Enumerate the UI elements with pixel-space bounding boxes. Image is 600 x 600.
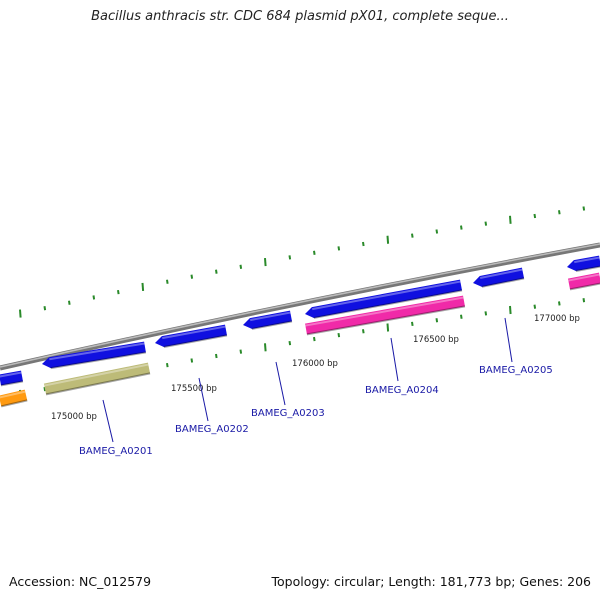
tick-mark [386, 323, 390, 332]
tick-mark [313, 250, 316, 255]
gene-arrow[interactable] [43, 362, 151, 395]
tick-mark [337, 332, 341, 338]
tick-mark [19, 309, 22, 318]
gene-arrow[interactable] [567, 255, 600, 271]
tick-mark [117, 290, 120, 295]
gene-label[interactable]: BAMEG_A0201 [79, 446, 153, 457]
tick-mark [558, 210, 561, 215]
tick-mark [337, 246, 341, 251]
tick-mark [533, 304, 537, 309]
gene-label[interactable]: BAMEG_A0205 [479, 365, 553, 376]
gene-leader-lines [102, 317, 513, 443]
outer-tick-marks [19, 206, 586, 318]
tick-mark [484, 311, 488, 316]
map-title: Bacillus anthracis str. CDC 684 plasmid … [91, 9, 509, 24]
tick-mark [166, 279, 169, 284]
tick-mark [509, 305, 512, 315]
gene-arrow[interactable] [567, 272, 600, 290]
tick-mark [264, 257, 267, 267]
forward-strand-genes [0, 255, 600, 387]
tick-mark [582, 206, 586, 211]
bp-label: 177000 bp [534, 314, 580, 324]
tick-mark [460, 225, 463, 230]
tick-mark [582, 298, 586, 303]
gene-arrow[interactable] [42, 341, 146, 369]
gene-arrow[interactable] [305, 295, 465, 335]
tick-mark [435, 229, 439, 234]
tick-mark [386, 235, 390, 244]
tick-mark [92, 295, 96, 300]
accession-text: Accession: NC_012579 [9, 574, 152, 589]
tick-mark [190, 274, 194, 279]
tick-mark [362, 241, 365, 247]
tick-mark [509, 215, 512, 224]
tick-mark [215, 269, 218, 274]
gene-arrow[interactable] [473, 267, 525, 287]
tick-mark [460, 314, 463, 319]
gene-arrow[interactable] [305, 279, 463, 318]
sequence-backbone [0, 242, 600, 371]
tick-mark [435, 318, 439, 323]
bp-label: 175000 bp [51, 412, 97, 422]
tick-mark [288, 341, 292, 346]
tick-mark [411, 321, 414, 326]
gene-arrow[interactable] [243, 310, 293, 329]
gene-arrow[interactable] [0, 389, 28, 407]
gene-label[interactable]: BAMEG_A0204 [365, 385, 439, 396]
tick-mark [313, 336, 316, 342]
tick-mark [166, 362, 169, 368]
tick-mark [411, 233, 414, 238]
tick-mark [190, 358, 194, 363]
tick-mark [484, 221, 488, 226]
tick-mark [362, 329, 365, 334]
gene-arrow[interactable] [155, 324, 227, 347]
gene-arrow[interactable] [0, 370, 23, 386]
tick-mark [533, 213, 537, 219]
tick-mark [239, 349, 243, 354]
bp-label: 175500 bp [171, 384, 217, 394]
bp-label: 176000 bp [292, 359, 338, 369]
tick-mark [43, 386, 47, 392]
tick-mark [239, 264, 243, 269]
tick-mark [141, 282, 145, 291]
tick-mark [215, 353, 218, 359]
gene-label[interactable]: BAMEG_A0202 [175, 424, 249, 435]
tick-mark [68, 300, 71, 305]
bp-label: 176500 bp [413, 335, 459, 345]
summary-text: Topology: circular; Length: 181,773 bp; … [271, 574, 592, 589]
tick-mark [288, 255, 292, 260]
tick-mark [43, 306, 47, 311]
tick-mark [558, 301, 561, 306]
reverse-strand-genes [0, 272, 600, 408]
gene-label[interactable]: BAMEG_A0203 [251, 408, 325, 419]
tick-mark [264, 343, 267, 352]
